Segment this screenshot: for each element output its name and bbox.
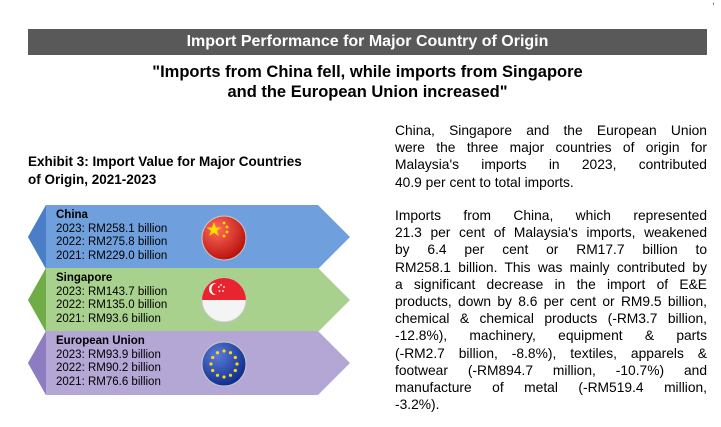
exhibit-title-line-1: Exhibit 3: Import Value for Major Countr… xyxy=(28,154,302,169)
body-line: products, down by 8.6 per cent or RM9.5 … xyxy=(395,294,707,310)
country-name: China xyxy=(56,209,88,221)
exhibit-title: Exhibit 3: Import Value for Major Countr… xyxy=(28,153,358,189)
value-2021: 2021: RM229.0 billion xyxy=(56,249,168,262)
headline: "Imports from China fell, while imports … xyxy=(40,62,695,102)
exhibit-title-line-2: of Origin, 2021-2023 xyxy=(28,172,157,187)
body-line: were the three major countries of origin… xyxy=(395,140,707,156)
chevron-china: China 2023: RM258.1 billion 2022: RM275.… xyxy=(28,205,370,269)
value-2023: 2023: RM258.1 billion xyxy=(56,222,168,235)
value-2022: 2022: RM275.8 billion xyxy=(56,236,168,248)
body-line: manufacture of metal (-RM519.4 million, xyxy=(395,380,707,396)
chevron-eu-shape xyxy=(28,331,350,395)
country-name: European Union xyxy=(56,335,145,347)
chevron-china-text: China 2023: RM258.1 billion 2022: RM275.… xyxy=(56,209,167,263)
headline-line-1: "Imports from China fell, while imports … xyxy=(152,63,583,81)
chevron-singapore-shape xyxy=(28,268,350,332)
body-line: footwear (-RM894.7 million, -10.7%) and xyxy=(395,362,707,378)
value-2022: 2022: RM90.2 billion xyxy=(56,362,161,374)
chevron-european-union: European Union 2023: RM93.9 billion 2022… xyxy=(28,331,370,395)
chevron-eu-text: European Union 2023: RM93.9 billion 2022… xyxy=(56,335,161,389)
section-banner-title: Import Performance for Major Country of … xyxy=(186,33,549,50)
body-paragraph-1: China, Singapore and the European Union … xyxy=(395,122,707,191)
value-2021: 2021: RM76.6 billion xyxy=(56,375,161,388)
body-line: -12.8%), machinery, equipment & parts xyxy=(395,328,707,344)
body-line: (-RM2.7 billion, -8.8%), textiles, appar… xyxy=(395,345,707,361)
body-line: chemical & chemical products (-RM3.7 bil… xyxy=(395,311,707,327)
china-flag-icon xyxy=(201,215,247,261)
country-name: Singapore xyxy=(56,272,113,284)
section-banner: Import Performance for Major Country of … xyxy=(28,29,707,55)
body-line: by 6.4 per cent or RM17.7 billion to xyxy=(395,242,707,258)
body-line: China, Singapore and the European Union xyxy=(395,123,707,138)
body-line: Malaysia's imports in 2023, contributed xyxy=(395,157,707,173)
value-2023: 2023: RM93.9 billion xyxy=(56,348,161,361)
body-line: -3.2%). xyxy=(395,397,440,413)
singapore-flag-icon xyxy=(201,277,247,323)
body-line: 40.9 per cent to total imports. xyxy=(395,174,574,190)
value-2021: 2021: RM93.6 billion xyxy=(56,312,161,325)
chevron-china-shape xyxy=(28,205,350,269)
body-line: RM258.1 billion. This was mainly contrib… xyxy=(395,259,707,275)
body-line: 21.3 per cent of Malaysia's imports, wea… xyxy=(395,225,707,241)
headline-line-2: and the European Union increased" xyxy=(227,83,508,101)
body-line: a significant decrease in the import of … xyxy=(395,276,707,292)
chevron-singapore-text: Singapore 2023: RM143.7 billion 2022: RM… xyxy=(56,272,167,326)
chevron-singapore: Singapore 2023: RM143.7 billion 2022: RM… xyxy=(28,268,370,332)
value-2022: 2022: RM135.0 billion xyxy=(56,299,168,311)
eu-flag-icon xyxy=(201,341,247,387)
value-2023: 2023: RM143.7 billion xyxy=(56,285,168,298)
body-paragraph-2: Imports from China, which represented 21… xyxy=(395,207,707,413)
body-line: Imports from China, which represented xyxy=(395,208,707,223)
page-corner-mark: , xyxy=(712,0,715,7)
